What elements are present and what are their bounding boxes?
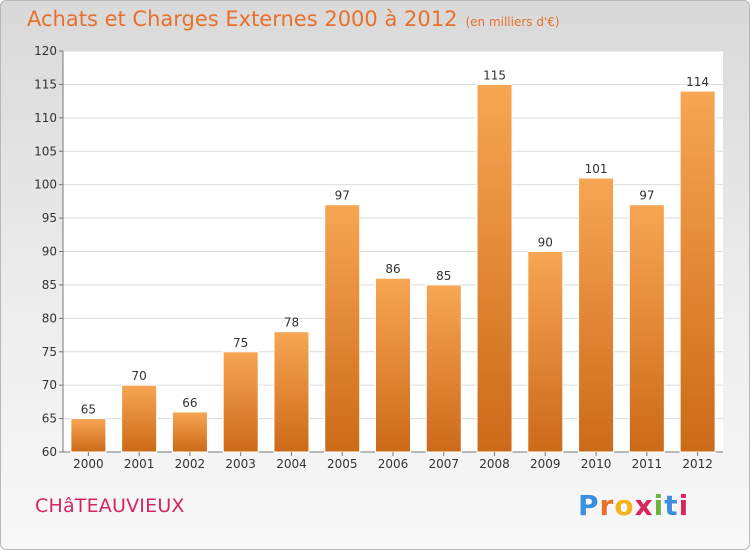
bar-value-label: 114: [686, 75, 709, 89]
bar: [70, 418, 107, 453]
commune-name: CHâTEAUVIEUX: [35, 495, 185, 517]
bar-value-label: 78: [284, 316, 299, 330]
logo-letter: P: [578, 489, 600, 522]
bar: [121, 384, 158, 453]
title-text: Achats et Charges Externes 2000 à 2012: [27, 7, 458, 31]
bar: [171, 411, 208, 453]
x-tick-label: 2007: [428, 457, 459, 471]
logo-letter: i: [678, 489, 690, 522]
bar-value-label: 65: [81, 403, 96, 417]
bar: [527, 251, 564, 453]
y-tick-label: 65: [42, 412, 57, 426]
bar: [324, 204, 361, 453]
bar-value-label: 66: [182, 396, 197, 410]
y-tick-label: 95: [42, 211, 57, 225]
bar: [273, 331, 310, 453]
bar: [222, 351, 259, 453]
y-tick-label: 120: [34, 44, 57, 58]
y-tick-label: 115: [34, 77, 57, 91]
bar-value-label: 70: [132, 369, 147, 383]
x-tick-label: 2008: [479, 457, 510, 471]
x-tick-label: 2006: [378, 457, 409, 471]
x-tick-label: 2011: [632, 457, 663, 471]
bar: [476, 83, 513, 453]
x-tick-label: 2000: [73, 457, 104, 471]
bar-value-label: 75: [233, 336, 248, 350]
bar: [425, 284, 462, 453]
proxiti-logo: Proxiti: [578, 489, 689, 522]
x-tick-label: 2010: [581, 457, 612, 471]
bar-value-label: 86: [385, 262, 400, 276]
y-tick-label: 70: [42, 378, 57, 392]
bar-value-label: 97: [639, 189, 654, 203]
title-unit: (en milliers d'€): [465, 15, 560, 29]
bar: [375, 277, 411, 453]
logo-letter: r: [599, 489, 615, 522]
y-tick-label: 100: [34, 178, 57, 192]
x-tick-label: 2003: [225, 457, 256, 471]
bar-value-label: 101: [585, 162, 608, 176]
y-tick-label: 75: [42, 345, 57, 359]
x-tick-label: 2002: [175, 457, 206, 471]
chart-title: Achats et Charges Externes 2000 à 2012 (e…: [27, 7, 560, 31]
y-tick-label: 60: [42, 445, 57, 459]
y-tick-label: 90: [42, 245, 57, 259]
logo-letter: i: [653, 489, 665, 522]
x-tick-label: 2009: [530, 457, 561, 471]
bar: [679, 90, 716, 453]
bar-value-label: 97: [335, 189, 350, 203]
x-tick-label: 2005: [327, 457, 358, 471]
logo-letter: t: [664, 489, 679, 522]
y-tick-label: 105: [34, 144, 57, 158]
x-tick-label: 2012: [682, 457, 713, 471]
bar-value-label: 90: [538, 236, 553, 250]
logo-letter: x: [634, 489, 654, 522]
bar: [578, 177, 615, 453]
bar: [628, 204, 665, 453]
y-tick-label: 85: [42, 278, 57, 292]
y-tick-label: 110: [34, 111, 57, 125]
x-tick-label: 2001: [124, 457, 155, 471]
bar-value-label: 85: [436, 269, 451, 283]
x-tick-label: 2004: [276, 457, 307, 471]
logo-letter: o: [614, 489, 635, 522]
bar-value-label: 115: [483, 68, 506, 82]
y-tick-label: 80: [42, 311, 57, 325]
